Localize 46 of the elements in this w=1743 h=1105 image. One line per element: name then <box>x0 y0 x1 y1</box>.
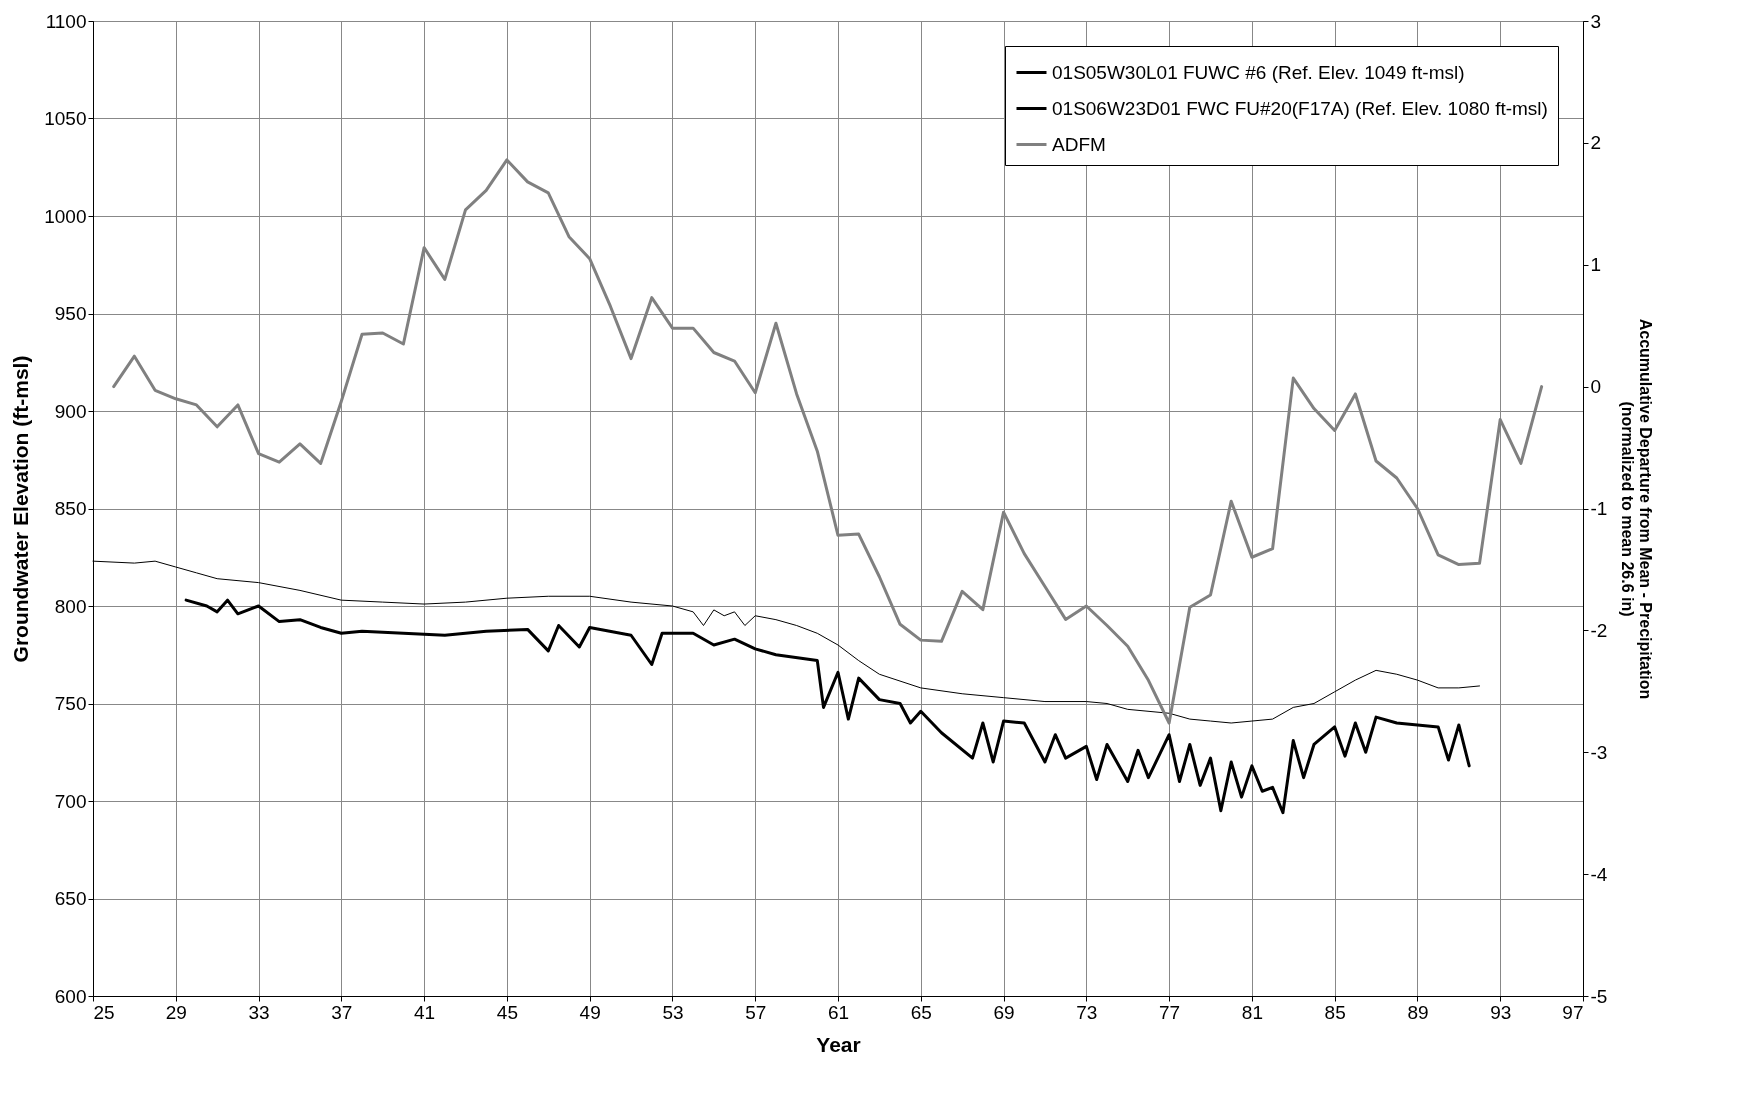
y-tick-label: 650 <box>54 888 87 909</box>
x-axis-title: Year <box>816 1032 861 1056</box>
legend-label: ADFM <box>1052 133 1106 155</box>
y-tick-label: 1000 <box>44 205 87 227</box>
x-tick-label: 89 <box>1407 1001 1429 1023</box>
x-tick-label: 93 <box>1490 1001 1512 1023</box>
y-tick-label: 800 <box>54 595 87 617</box>
y2-tick-label: 2 <box>1590 132 1602 154</box>
y2-tick-label: 3 <box>1590 10 1602 32</box>
x-tick-label: 69 <box>993 1001 1015 1023</box>
y-tick-label: 1100 <box>45 10 87 32</box>
x-tick-label: 81 <box>1241 1001 1263 1023</box>
y2-tick-label: -4 <box>1590 863 1608 885</box>
y2-tick-label: 0 <box>1590 376 1602 398</box>
y2-tick-label: -2 <box>1590 619 1608 641</box>
y2-tick-label: 1 <box>1590 254 1602 276</box>
y-tick-label: 850 <box>54 498 87 519</box>
legend-label: 01S05W30L01 FUWC #6 (Ref. Elev. 1049 ft-msl) <box>1052 61 1465 83</box>
x-tick-label: 73 <box>1076 1001 1098 1023</box>
y2-tick-label: -1 <box>1590 498 1608 519</box>
x-tick-label: 77 <box>1159 1001 1181 1023</box>
x-tick-label: 97 <box>1562 1001 1584 1023</box>
x-tick-label: 53 <box>662 1001 684 1023</box>
y-tick-label: 950 <box>54 303 87 324</box>
x-tick-label: 33 <box>248 1001 270 1023</box>
x-tick-label: 61 <box>827 1001 850 1023</box>
y-axis-title: Groundwater Elevation (ft-msl) <box>9 355 33 663</box>
y2-tick-label: -3 <box>1590 741 1608 763</box>
x-tick-label: 57 <box>745 1001 767 1023</box>
x-tick-label: 29 <box>165 1001 187 1023</box>
y-tick-label: 700 <box>54 790 87 812</box>
y2-axis-title: Accumulative Departure from Mean - Precipitation (normalized to mean 26.6 in) <box>1619 318 1655 700</box>
x-tick-label: 25 <box>93 1001 115 1023</box>
line-series <box>184 598 1471 815</box>
x-tick-label: 65 <box>910 1001 932 1023</box>
y-tick-label: 600 <box>54 985 87 1007</box>
x-tick-label: 49 <box>579 1001 601 1023</box>
x-tick-label: 41 <box>414 1001 436 1023</box>
x-tick-label: 45 <box>496 1001 518 1023</box>
legend-label: 01S06W23D01 FWC FU#20(F17A) (Ref. Elev. 1080 ft-msl) <box>1052 97 1548 119</box>
x-tick-label: 85 <box>1324 1001 1346 1023</box>
y-tick-label: 1050 <box>44 108 87 129</box>
y2-tick-label: -5 <box>1590 985 1608 1007</box>
y-tick-label: 900 <box>54 400 87 422</box>
y-tick-label: 750 <box>54 693 87 714</box>
x-tick-label: 37 <box>331 1001 353 1023</box>
